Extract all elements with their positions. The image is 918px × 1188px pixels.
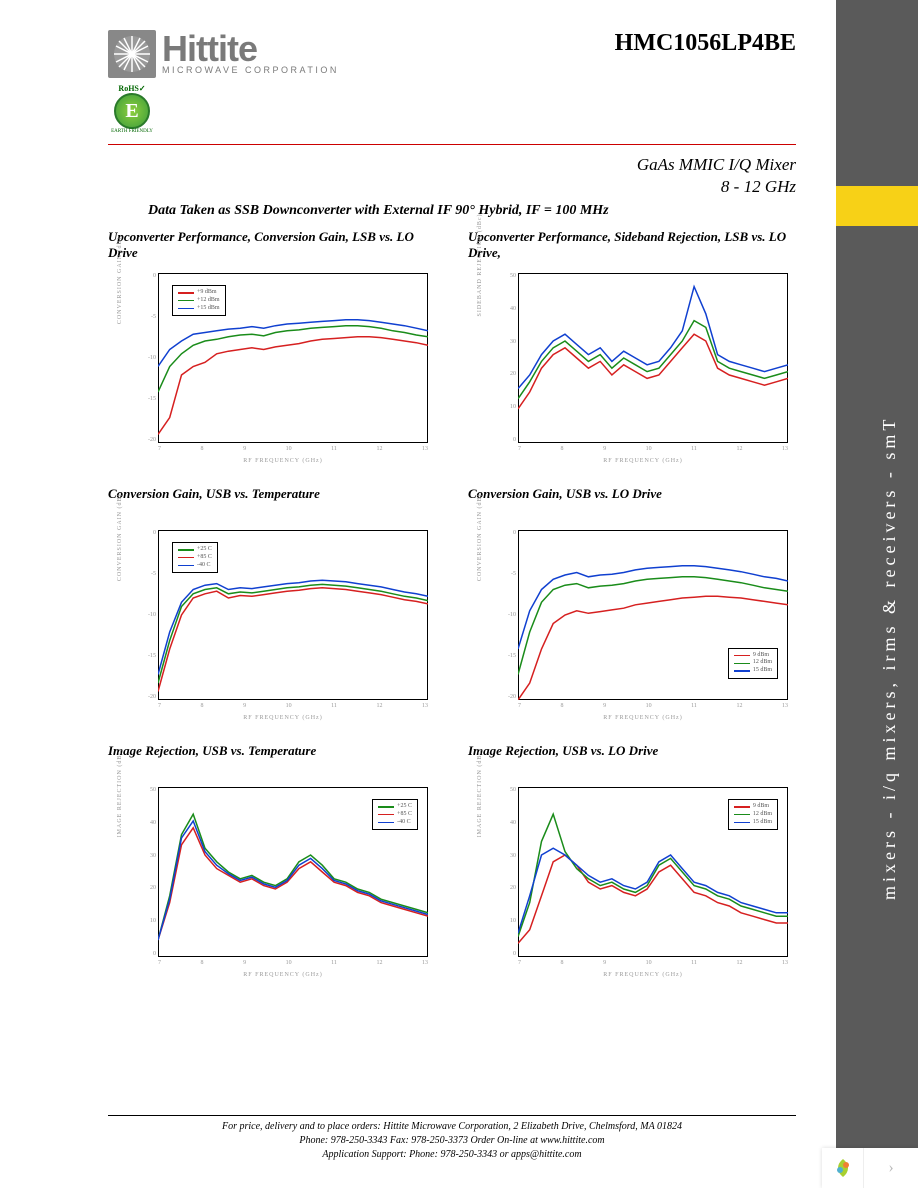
chart-ylabel: CONVERSION GAIN (dB) bbox=[117, 493, 123, 581]
chart-plot-area: IMAGE REJECTION (dBc)RF FREQUENCY (GHz)5… bbox=[128, 781, 438, 976]
chart-plot-area: CONVERSION GAIN (dB)RF FREQUENCY (GHz)0-… bbox=[488, 524, 798, 719]
chart-title: Image Rejection, USB vs. Temperature bbox=[108, 743, 438, 775]
chart-xlabel: RF FREQUENCY (GHz) bbox=[243, 458, 322, 464]
chart-yticks: 0-5-10-15-20 bbox=[142, 273, 156, 443]
chart-3: Conversion Gain, USB vs. LO DriveCONVERS… bbox=[468, 486, 798, 719]
viewer-expand-icon[interactable]: › bbox=[864, 1148, 918, 1188]
chart-xticks: 78910111213 bbox=[158, 703, 428, 709]
sidebar-category: mixers - i/q mixers, irms & receivers - … bbox=[879, 110, 900, 900]
chart-xticks: 78910111213 bbox=[518, 703, 788, 709]
viewer-logo-icon bbox=[822, 1148, 864, 1188]
chart-yticks: 0-5-10-15-20 bbox=[142, 530, 156, 700]
chart-plot-area: CONVERSION GAIN (dB)RF FREQUENCY (GHz)0-… bbox=[128, 267, 438, 462]
chart-xticks: 78910111213 bbox=[518, 446, 788, 452]
chart-2: Conversion Gain, USB vs. TemperatureCONV… bbox=[108, 486, 438, 719]
chart-legend: 9 dBm12 dBm15 dBm bbox=[728, 648, 778, 679]
rohs-caption: EARTH FRIENDLY bbox=[111, 129, 153, 134]
header: Hittite MICROWAVE CORPORATION RoHS✓ E EA… bbox=[108, 30, 836, 140]
chart-4: Image Rejection, USB vs. TemperatureIMAG… bbox=[108, 743, 438, 976]
hittite-logo: Hittite MICROWAVE CORPORATION bbox=[108, 30, 339, 78]
logo-block: Hittite MICROWAVE CORPORATION RoHS✓ E EA… bbox=[108, 30, 339, 140]
chart-xlabel: RF FREQUENCY (GHz) bbox=[603, 972, 682, 978]
product-info: GaAs MMIC I/Q Mixer 8 - 12 GHz bbox=[108, 155, 836, 197]
part-block: HMC1056LP4BE bbox=[615, 30, 796, 57]
chart-title: Conversion Gain, USB vs. LO Drive bbox=[468, 486, 798, 518]
chart-ylabel: IMAGE REJECTION (dBc) bbox=[117, 748, 123, 837]
rohs-e-icon: E bbox=[114, 93, 150, 129]
chart-1: Upconverter Performance, Sideband Reject… bbox=[468, 229, 798, 462]
chart-title: Upconverter Performance, Conversion Gain… bbox=[108, 229, 438, 261]
chart-plot-area: SIDEBAND REJECTION (dBc)RF FREQUENCY (GH… bbox=[488, 267, 798, 462]
logo-sunburst-icon bbox=[108, 30, 156, 78]
chart-ylabel: CONVERSION GAIN (dB) bbox=[117, 236, 123, 324]
chart-legend: +25 C+85 C-40 C bbox=[172, 542, 218, 573]
charts-grid: Upconverter Performance, Conversion Gain… bbox=[108, 229, 836, 976]
sidebar-tab-highlight bbox=[836, 186, 918, 226]
chart-xlabel: RF FREQUENCY (GHz) bbox=[243, 715, 322, 721]
chart-5: Image Rejection, USB vs. LO DriveIMAGE R… bbox=[468, 743, 798, 976]
footer-line-2: Phone: 978-250-3343 Fax: 978-250-3373 Or… bbox=[108, 1134, 796, 1148]
logo-tagline: MICROWAVE CORPORATION bbox=[162, 65, 339, 75]
chart-xticks: 78910111213 bbox=[158, 446, 428, 452]
chart-xticks: 78910111213 bbox=[518, 960, 788, 966]
footer-line-3: Application Support: Phone: 978-250-3343… bbox=[108, 1148, 796, 1162]
chart-plot-area: CONVERSION GAIN (dB)RF FREQUENCY (GHz)0-… bbox=[128, 524, 438, 719]
chart-legend: 9 dBm12 dBm15 dBm bbox=[728, 799, 778, 830]
logo-name: Hittite bbox=[162, 33, 339, 65]
chart-title: Conversion Gain, USB vs. Temperature bbox=[108, 486, 438, 518]
chart-legend: +25 C+85 C-40 C bbox=[372, 799, 418, 830]
chart-ylabel: CONVERSION GAIN (dB) bbox=[477, 493, 483, 581]
chart-ylabel: SIDEBAND REJECTION (dBc) bbox=[477, 213, 483, 316]
part-number: HMC1056LP4BE bbox=[615, 30, 796, 57]
viewer-widget[interactable]: › bbox=[822, 1148, 918, 1188]
footer-line-1: For price, delivery and to place orders:… bbox=[108, 1120, 796, 1134]
chart-ylabel: IMAGE REJECTION (dBc) bbox=[477, 748, 483, 837]
chart-xlabel: RF FREQUENCY (GHz) bbox=[603, 715, 682, 721]
header-rule bbox=[108, 144, 796, 145]
product-line: GaAs MMIC I/Q Mixer bbox=[108, 155, 796, 175]
chart-xlabel: RF FREQUENCY (GHz) bbox=[243, 972, 322, 978]
freq-range: 8 - 12 GHz bbox=[108, 177, 796, 197]
chart-yticks: 50403020100 bbox=[502, 273, 516, 443]
sidebar: mixers - i/q mixers, irms & receivers - … bbox=[836, 0, 918, 1188]
chart-xlabel: RF FREQUENCY (GHz) bbox=[603, 458, 682, 464]
chart-title: Image Rejection, USB vs. LO Drive bbox=[468, 743, 798, 775]
data-conditions: Data Taken as SSB Downconverter with Ext… bbox=[148, 203, 836, 219]
footer: For price, delivery and to place orders:… bbox=[108, 1115, 796, 1162]
rohs-badge: RoHS✓ E EARTH FRIENDLY bbox=[108, 84, 156, 140]
footer-rule bbox=[108, 1115, 796, 1116]
chart-yticks: 0-5-10-15-20 bbox=[502, 530, 516, 700]
chart-xticks: 78910111213 bbox=[158, 960, 428, 966]
rohs-label: RoHS✓ bbox=[118, 84, 145, 93]
chart-yticks: 50403020100 bbox=[502, 787, 516, 957]
chart-title: Upconverter Performance, Sideband Reject… bbox=[468, 229, 798, 261]
chart-plot-area: IMAGE REJECTION (dBc)RF FREQUENCY (GHz)5… bbox=[488, 781, 798, 976]
chart-0: Upconverter Performance, Conversion Gain… bbox=[108, 229, 438, 462]
chart-yticks: 50403020100 bbox=[142, 787, 156, 957]
chart-legend: +9 dBm+12 dBm+15 dBm bbox=[172, 285, 226, 316]
